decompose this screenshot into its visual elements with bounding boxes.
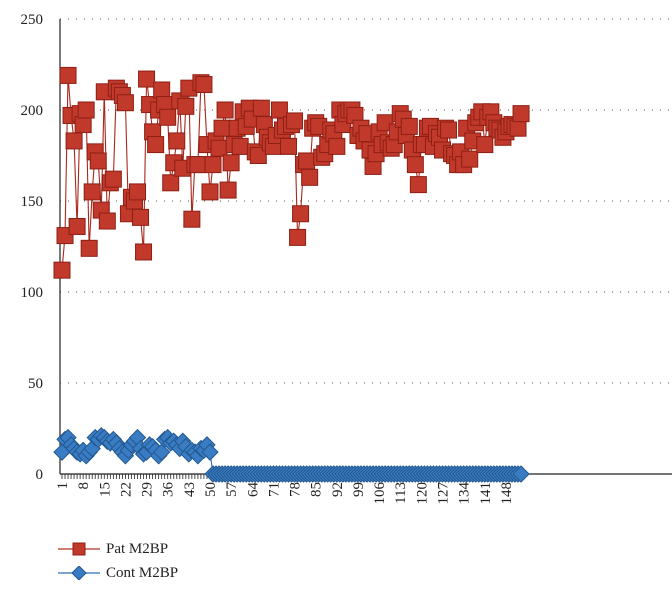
pat-data-point	[210, 139, 228, 157]
pat-data-point	[147, 136, 165, 154]
series-layer	[53, 66, 530, 483]
x-tick-label: 134	[457, 482, 473, 505]
pat-data-point	[68, 217, 86, 235]
cont-data-point	[152, 443, 171, 461]
x-tick-label: 43	[182, 482, 198, 497]
cont-data-point	[201, 443, 219, 461]
pat-data-point	[189, 156, 207, 174]
pat-data-point	[286, 112, 304, 130]
pat-data-point	[231, 137, 249, 155]
pat-data-point	[216, 101, 234, 119]
pat-data-point	[135, 243, 153, 261]
pat-data-point	[183, 210, 201, 228]
x-tick-label: 92	[330, 482, 346, 497]
pat-data-point	[132, 208, 150, 226]
tick-labels: 0 50 100 150 200 250 1 8 15 22 29 36 43 50 57 64 71 78 85 9…	[21, 12, 515, 505]
pat-data-point	[461, 150, 479, 168]
y-tick-label: 200	[21, 103, 44, 119]
x-tick-label: 85	[309, 482, 325, 497]
x-tick-label: 1	[55, 482, 71, 490]
x-tick-label: 36	[161, 482, 177, 498]
pat-data-point	[89, 152, 107, 170]
pat-data-point	[301, 168, 319, 186]
pat-data-point	[298, 152, 316, 170]
pat-data-point	[476, 136, 494, 154]
pat-data-point	[289, 228, 307, 246]
cont-data-point	[512, 465, 530, 483]
legend-label-pat: Pat M2BP	[106, 540, 169, 557]
pat-data-point	[98, 212, 116, 230]
pat-data-point	[440, 121, 458, 139]
x-tick-label: 141	[478, 482, 494, 505]
pat-data-point	[509, 119, 527, 137]
pat-data-point	[280, 137, 297, 155]
pat-data-point	[162, 174, 180, 192]
pat-data-point	[328, 137, 346, 155]
pat-data-point	[65, 132, 83, 150]
pat-data-point	[201, 183, 219, 201]
pat-data-point	[104, 170, 122, 188]
pat-data-point	[53, 261, 71, 279]
y-tick-label: 50	[28, 376, 43, 392]
y-tick-label: 250	[21, 12, 44, 28]
pat-data-point	[400, 117, 418, 135]
pat-data-point	[406, 156, 424, 174]
pat-data-point	[59, 66, 77, 84]
pat-data-point	[83, 183, 101, 201]
pat-data-point	[116, 94, 134, 112]
legend-label-cont: Cont M2BP	[106, 564, 179, 581]
x-tick-label: 22	[118, 482, 134, 497]
y-tick-label: 150	[21, 194, 44, 210]
pat-data-point	[77, 101, 95, 119]
square-marker-icon	[58, 542, 100, 556]
x-tick-label: 29	[140, 482, 156, 497]
pat-data-point	[153, 81, 171, 99]
x-tick-label: 113	[393, 482, 409, 504]
pat-data-point	[249, 147, 267, 164]
pat-data-point	[129, 183, 146, 201]
pat-data-point	[177, 97, 195, 115]
x-tick-label: 127	[436, 482, 452, 505]
x-tick-label: 148	[499, 482, 515, 505]
x-tick-label: 57	[224, 482, 240, 498]
x-tick-label: 78	[288, 482, 304, 497]
pat-data-point	[168, 132, 186, 150]
pat-data-point	[80, 239, 98, 257]
x-tick-label: 15	[97, 482, 113, 497]
x-tick-label: 64	[245, 482, 261, 498]
x-tick-label: 120	[414, 482, 430, 505]
x-tick-label: 106	[372, 482, 388, 505]
pat-data-point	[213, 119, 231, 137]
pat-data-point	[270, 101, 288, 119]
pat-data-point	[204, 156, 222, 174]
pat-data-point	[409, 176, 427, 194]
pat-data-point	[159, 108, 177, 126]
pat-data-point	[252, 99, 270, 117]
pat-data-point	[195, 76, 213, 94]
pat-data-point	[222, 154, 240, 172]
pat-data-point	[512, 105, 530, 123]
legend: Pat M2BP Cont M2BP	[58, 537, 178, 585]
pat-data-point	[138, 70, 156, 88]
pat-data-point	[219, 181, 237, 199]
y-tick-label: 100	[21, 285, 44, 301]
pat-data-point	[74, 116, 92, 134]
legend-item-cont: Cont M2BP	[58, 561, 178, 585]
pat-data-point	[292, 205, 310, 223]
diamond-marker-icon	[58, 566, 100, 580]
legend-item-pat: Pat M2BP	[58, 537, 178, 561]
x-tick-label: 99	[351, 482, 367, 497]
x-tick-label: 8	[76, 482, 92, 490]
x-tick-label: 50	[203, 482, 219, 497]
y-tick-label: 0	[36, 467, 44, 483]
x-tick-label: 71	[266, 482, 282, 497]
